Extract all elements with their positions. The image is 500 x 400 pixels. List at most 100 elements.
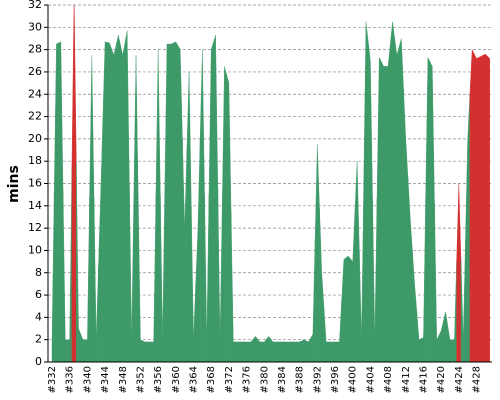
- area-segment: [275, 341, 280, 362]
- area-segment: [115, 35, 121, 362]
- area-segment: [257, 338, 263, 362]
- area-segment: [142, 340, 148, 362]
- y-tick-label: 26: [28, 65, 42, 78]
- area-segment: [474, 53, 479, 362]
- y-axis-label: mins: [6, 165, 22, 203]
- area-segment: [177, 44, 183, 362]
- x-tick-label: #416: [418, 366, 429, 393]
- area-segment: [129, 185, 135, 362]
- area-segment: [151, 195, 157, 362]
- area-segment: [310, 239, 316, 362]
- area-segment: [191, 205, 196, 362]
- x-tick-label: #372: [224, 366, 235, 393]
- area-segment: [164, 43, 170, 362]
- area-segment: [186, 71, 192, 362]
- y-tick-label: 10: [28, 243, 42, 256]
- area-segment: [332, 341, 338, 362]
- area-segment: [478, 54, 484, 362]
- area-segment: [133, 55, 139, 362]
- x-tick-label: #332: [47, 366, 58, 393]
- area-segment: [102, 41, 108, 362]
- area-segment: [482, 53, 488, 362]
- area-segment: [244, 341, 249, 362]
- x-tick-label: #428: [472, 366, 483, 393]
- area-segment: [443, 311, 448, 362]
- area-segment: [469, 48, 475, 362]
- area-segment: [403, 88, 409, 362]
- area-segment: [376, 57, 382, 362]
- x-tick-label: #380: [259, 366, 270, 393]
- y-tick-label: 6: [35, 288, 42, 301]
- y-tick-label: 8: [35, 266, 42, 279]
- y-tick-label: 18: [28, 154, 42, 167]
- area-segment: [363, 21, 369, 362]
- area-segment: [120, 42, 126, 362]
- x-tick-label: #336: [65, 366, 76, 393]
- area-segment: [425, 57, 431, 362]
- area-segment: [173, 41, 179, 362]
- x-tick-label: #344: [100, 366, 111, 393]
- area-segment: [266, 336, 272, 362]
- area-segment: [76, 161, 81, 362]
- area-segment: [182, 138, 188, 362]
- area-segment: [261, 338, 267, 362]
- area-segment: [306, 337, 311, 362]
- x-tick-label: #352: [135, 366, 146, 393]
- area-segment: [199, 49, 205, 362]
- area-segment: [421, 197, 426, 362]
- x-tick-label: #368: [206, 366, 217, 393]
- area-segment: [208, 42, 214, 362]
- area-segment: [98, 118, 104, 362]
- area-segment: [452, 261, 457, 362]
- area-segment: [367, 41, 373, 362]
- area-segment: [328, 341, 334, 362]
- area-segment: [385, 44, 391, 362]
- y-tick-label: 30: [28, 20, 42, 33]
- area-segment: [301, 339, 307, 362]
- area-segment: [54, 42, 59, 362]
- area-segment: [213, 35, 219, 362]
- x-tick-label: #412: [401, 366, 412, 393]
- area-segment: [434, 203, 440, 362]
- area-segment: [222, 66, 227, 362]
- area-segment: [226, 74, 232, 362]
- area-segment: [416, 311, 422, 362]
- area-segment: [398, 38, 404, 362]
- area-segment: [204, 194, 210, 362]
- area-segment: [111, 45, 117, 362]
- x-tick-label: #424: [454, 366, 465, 393]
- x-tick-label: #364: [189, 366, 200, 393]
- area-segment: [359, 180, 364, 362]
- y-tick-label: 22: [28, 110, 42, 123]
- x-tick-label: #408: [383, 366, 394, 393]
- area-segment: [253, 336, 258, 362]
- area-segment: [270, 338, 276, 362]
- area-segment: [288, 341, 294, 362]
- area-segment: [341, 257, 347, 362]
- area-segment: [67, 166, 73, 362]
- area-segment: [487, 55, 490, 362]
- area-segment: [146, 341, 152, 362]
- area-segment: [71, 5, 77, 362]
- area-segment: [168, 42, 174, 362]
- area-segment: [372, 198, 378, 362]
- area-segment: [283, 341, 289, 362]
- x-tick-label: #392: [312, 366, 323, 393]
- x-tick-label: #388: [295, 366, 306, 393]
- area-segment: [155, 49, 161, 362]
- area-segment: [239, 341, 245, 362]
- area-segment: [350, 211, 356, 362]
- area-segment: [394, 38, 400, 362]
- x-tick-label: #376: [242, 366, 253, 393]
- area-segment: [438, 321, 444, 362]
- y-tick-label: 0: [35, 355, 42, 368]
- area-segment: [217, 187, 223, 362]
- x-tick-label: #396: [330, 366, 341, 393]
- y-tick-label: 2: [35, 333, 42, 346]
- area-segment: [93, 197, 99, 362]
- area-segment: [107, 42, 112, 362]
- area-segment: [58, 41, 64, 362]
- area-segment: [62, 190, 68, 362]
